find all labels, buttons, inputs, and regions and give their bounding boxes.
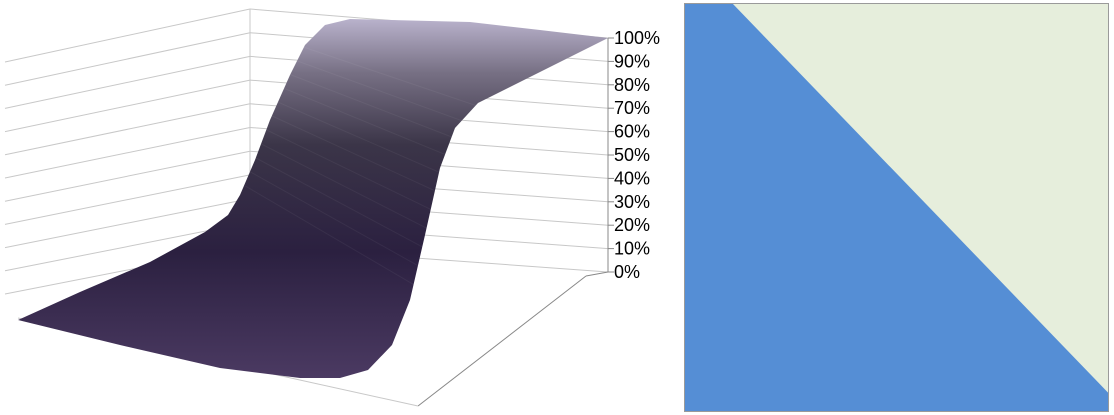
z-tick-label: 0% (614, 262, 640, 282)
surface-shape (18, 19, 608, 378)
z-tick-label: 90% (614, 51, 650, 71)
surface-band-line (249, 171, 432, 274)
side-wall-gridline (4, 127, 251, 179)
contour-region-upper (732, 3, 1109, 394)
side-wall-gridline (4, 103, 251, 156)
z-tick-label: 50% (614, 145, 650, 165)
surface-band-line (264, 128, 450, 219)
z-tick-label: 80% (614, 75, 650, 95)
surface-band-line (289, 57, 479, 128)
z-axis-ticks: 0% 10% 20% 30% 40% 50% 60% 70% 80% 90% 100% (608, 28, 660, 282)
contour-regions (684, 3, 1109, 412)
side-wall-gridline (4, 150, 251, 202)
surface-band-line (279, 86, 467, 164)
floor-edge-right (585, 271, 609, 277)
z-tick-label: 100% (614, 28, 660, 48)
z-tick-label: 40% (614, 168, 650, 188)
surface-band-line (259, 142, 444, 238)
z-tick-label: 30% (614, 192, 650, 212)
surface-chart: 0% 10% 20% 30% 40% 50% 60% 70% 80% 90% 100% (4, 8, 660, 407)
side-wall-gridline (4, 55, 251, 109)
side-wall-gridline (4, 198, 251, 249)
surface-band-line (294, 43, 485, 109)
surface-band-line (269, 114, 456, 201)
side-wall-gridline (4, 32, 251, 86)
z-tick-label: 20% (614, 215, 650, 235)
z-tick-label: 10% (614, 239, 650, 259)
side-wall-gridline (4, 174, 251, 225)
contour-frame (684, 3, 1109, 412)
surface-band-line (274, 100, 462, 183)
z-tick-label: 60% (614, 122, 650, 142)
side-wall-gridline (4, 79, 251, 133)
side-wall-gridline (4, 8, 251, 63)
surface-band-line (254, 157, 438, 256)
surface-band-line (284, 72, 473, 146)
floor-edge-front (417, 275, 587, 407)
z-tick-label: 70% (614, 98, 650, 118)
surface-band-line (244, 185, 427, 293)
surface-area (18, 19, 608, 378)
contour-chart (684, 3, 1109, 412)
